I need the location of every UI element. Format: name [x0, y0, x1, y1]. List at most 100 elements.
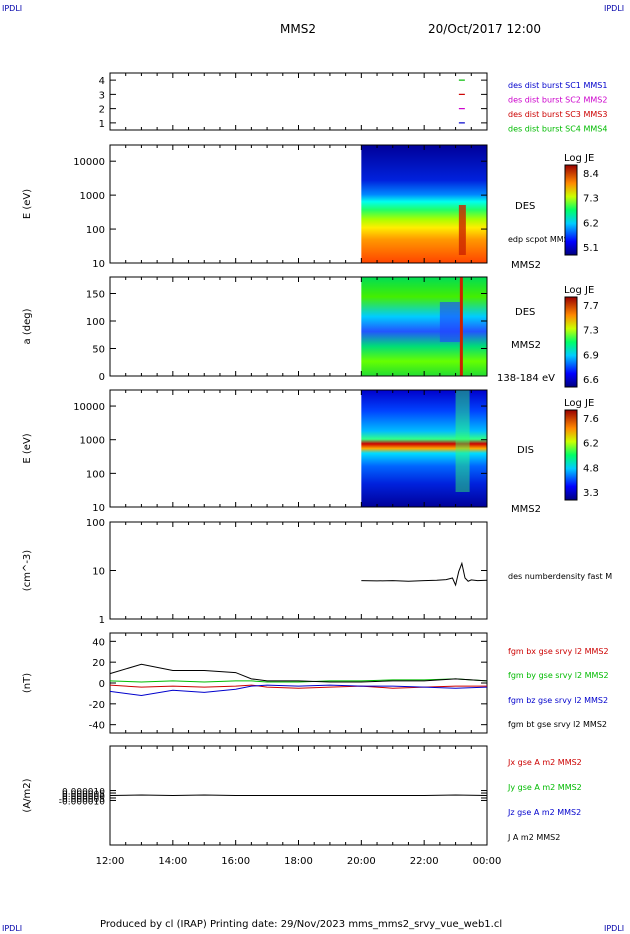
legend-entry: J A m2 MMS2	[507, 833, 560, 842]
colorbar-tick-label: 6.6	[583, 375, 599, 386]
legend-entry: fgm bz gse srvy l2 MMS2	[508, 696, 608, 705]
side-label: MMS2	[511, 340, 541, 351]
panel-frame-density	[109, 521, 488, 620]
colorbar-tick-label: 6.9	[583, 350, 599, 361]
y-axis-label: E (eV)	[22, 189, 33, 219]
y-tick-label: 100	[86, 469, 105, 480]
legend-entry: Jy gse A m2 MMS2	[507, 783, 582, 792]
spectrogram-feature	[459, 277, 463, 376]
y-tick-label: 0	[99, 372, 105, 383]
y-tick-label: 1000	[80, 191, 105, 202]
legend-entry: Jx gse A m2 MMS2	[507, 758, 582, 767]
side-label: DES	[515, 307, 535, 318]
y-axis-label: (nT)	[22, 673, 33, 693]
colorbar-tick-label: 7.3	[583, 326, 599, 337]
y-tick-label: -0.000010	[59, 797, 105, 807]
y-axis-label: E (eV)	[22, 433, 33, 463]
legend-entry: des dist burst SC3 MMS3	[508, 110, 607, 119]
y-tick-label: 4	[99, 76, 105, 87]
spectrogram-feature	[455, 390, 470, 492]
side-label: DES	[515, 201, 535, 212]
legend-entry: des numberdensity fast M	[508, 572, 612, 581]
legend-entry: Jz gse A m2 MMS2	[507, 808, 581, 817]
time-tick-label: 18:00	[284, 856, 313, 867]
footer-text: Produced by cl (IRAP) Printing date: 29/…	[100, 919, 503, 930]
side-label: MMS2	[511, 260, 541, 271]
y-tick-label: 3	[99, 90, 105, 101]
legend-entry: des dist burst SC1 MMS1	[508, 81, 607, 90]
y-tick-label: 2	[99, 105, 105, 116]
spectrogram-feature	[439, 302, 460, 342]
colorbar	[564, 164, 578, 256]
legend-entry: des dist burst SC4 MMS4	[508, 125, 607, 134]
time-tick-label: 22:00	[410, 856, 439, 867]
y-axis-label: a (deg)	[22, 308, 33, 344]
legend-entry: des dist burst SC2 MMS2	[508, 96, 607, 105]
colorbar-tick-label: 3.3	[583, 488, 599, 499]
y-tick-label: 10	[92, 259, 105, 270]
colorbar	[564, 296, 578, 388]
spacecraft-title: MMS2	[280, 22, 316, 36]
panel-frame-bfield	[109, 632, 488, 734]
y-tick-label: 100	[86, 317, 105, 328]
y-axis-label: (cm^-3)	[22, 550, 33, 591]
time-tick-label: 20:00	[347, 856, 376, 867]
legend-entry: fgm bx gse srvy l2 MMS2	[508, 647, 609, 656]
series-line	[361, 561, 488, 587]
series-line	[109, 684, 488, 697]
colorbar-tick-label: 7.7	[583, 301, 599, 312]
corner-label-top-left: IPDLI	[2, 4, 23, 13]
y-tick-label: 20	[92, 658, 105, 669]
y-tick-label: 150	[86, 290, 105, 301]
legend-entry: fgm bt gse srvy l2 MMS2	[508, 720, 607, 729]
y-tick-label: 10000	[73, 157, 105, 168]
colorbar-title: Log JE	[564, 285, 594, 296]
colorbar-tick-label: 8.4	[583, 169, 599, 180]
panel-frame-burst	[109, 72, 488, 131]
legend-entry: fgm by gse srvy l2 MMS2	[508, 671, 609, 680]
colorbar-tick-label: 5.1	[583, 243, 599, 254]
y-tick-label: 10000	[73, 402, 105, 413]
colorbar-title: Log JE	[564, 398, 594, 409]
y-tick-label: 1000	[80, 436, 105, 447]
corner-label-bottom-left: IPDLI	[2, 924, 23, 933]
y-tick-label: 10	[92, 503, 105, 514]
y-tick-label: -40	[89, 721, 105, 732]
y-tick-label: 100	[86, 518, 105, 529]
series-line	[109, 663, 488, 683]
y-tick-label: 0.000005	[62, 790, 105, 800]
side-label: 138-184 eV	[497, 373, 555, 384]
time-tick-label: 14:00	[158, 856, 187, 867]
spectrogram-des_energy	[361, 145, 487, 263]
side-label: edp scpot MMS2	[508, 235, 574, 244]
corner-label-top-right: IPDLI	[604, 4, 625, 13]
date-time-title: 20/Oct/2017 12:00	[428, 22, 542, 36]
spectrogram-des_pitch	[361, 277, 487, 376]
side-label: MMS2	[511, 504, 541, 515]
y-tick-label: 50	[92, 345, 105, 356]
spectrogram-dis_energy	[361, 390, 487, 507]
y-tick-label: 0.000000	[62, 793, 105, 803]
series-line	[109, 678, 488, 683]
y-tick-label: 1	[99, 615, 105, 626]
side-label: DIS	[517, 445, 534, 456]
y-tick-label: -20	[89, 700, 105, 711]
y-tick-label: 1	[99, 119, 105, 130]
time-tick-label: 00:00	[473, 856, 502, 867]
y-tick-label: 0	[99, 679, 105, 690]
time-tick-label: 12:00	[96, 856, 125, 867]
y-axis-label: (A/m2)	[22, 778, 33, 812]
colorbar-tick-label: 4.8	[583, 463, 599, 474]
colorbar-tick-label: 6.2	[583, 218, 599, 229]
y-tick-label: 100	[86, 225, 105, 236]
colorbar-tick-label: 7.3	[583, 194, 599, 205]
colorbar	[564, 409, 578, 501]
corner-label-bottom-right: IPDLI	[604, 924, 625, 933]
y-tick-label: 0.000010	[62, 788, 105, 798]
y-tick-label: 40	[92, 637, 105, 648]
time-tick-label: 16:00	[221, 856, 250, 867]
colorbar-tick-label: 7.6	[583, 414, 599, 425]
spectrogram-feature	[458, 205, 466, 255]
colorbar-title: Log JE	[564, 153, 594, 164]
